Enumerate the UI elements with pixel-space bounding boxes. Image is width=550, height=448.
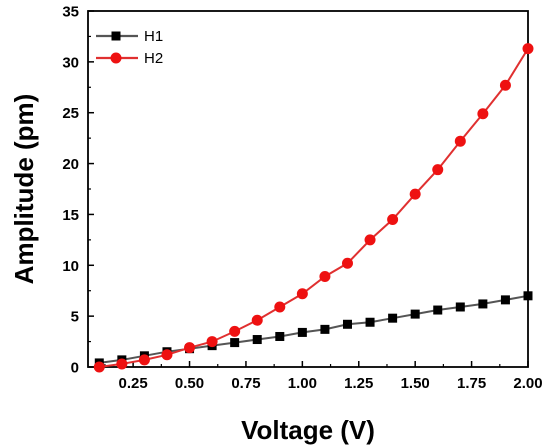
legend-marker-h2 xyxy=(110,52,122,64)
data-point-h1 xyxy=(478,299,488,309)
data-point-h1 xyxy=(433,305,443,315)
x-tick-label-1: 0.50 xyxy=(175,375,204,392)
y-tick-label-7: 35 xyxy=(62,4,79,21)
data-point-h1 xyxy=(523,291,533,301)
y-tick-label-2: 10 xyxy=(62,258,79,275)
data-point-h1 xyxy=(388,313,398,323)
legend-item-h2: H2 xyxy=(96,50,163,67)
y-axis-title: Amplitude (pm) xyxy=(9,94,39,285)
data-point-h2 xyxy=(477,108,489,120)
x-tick-label-5: 1.50 xyxy=(401,375,430,392)
y-tick-label-1: 5 xyxy=(71,309,79,326)
data-point-h2 xyxy=(229,325,241,337)
y-tick-label-3: 15 xyxy=(62,207,79,224)
x-tick-label-3: 1.00 xyxy=(288,375,317,392)
legend-marker-h1 xyxy=(111,31,121,41)
data-point-h2 xyxy=(251,314,263,326)
data-point-h1 xyxy=(320,324,330,334)
series-h2 xyxy=(93,43,534,373)
data-point-h2 xyxy=(138,354,150,366)
data-point-h1 xyxy=(297,327,307,337)
x-tick-label-0: 0.25 xyxy=(119,375,148,392)
data-point-h2 xyxy=(319,270,331,282)
x-axis-title: Voltage (V) xyxy=(241,415,375,445)
legend-label-h1: H1 xyxy=(144,28,163,45)
data-point-h2 xyxy=(364,234,376,246)
x-tick-label-7: 2.00 xyxy=(513,375,542,392)
data-point-h2 xyxy=(522,43,534,55)
data-point-h1 xyxy=(410,309,420,319)
series-layer xyxy=(93,43,534,373)
x-tick-label-4: 1.25 xyxy=(344,375,373,392)
x-tick-label-2: 0.75 xyxy=(231,375,260,392)
y-tick-label-0: 0 xyxy=(71,360,79,377)
data-point-h1 xyxy=(500,295,510,305)
data-point-h2 xyxy=(454,135,466,147)
legend-label-h2: H2 xyxy=(144,50,163,67)
data-point-h2 xyxy=(161,349,173,361)
data-point-h2 xyxy=(409,188,421,200)
data-point-h2 xyxy=(274,301,286,313)
x-tick-label-6: 1.75 xyxy=(457,375,486,392)
data-point-h2 xyxy=(116,358,128,370)
data-point-h2 xyxy=(387,214,399,226)
data-point-h2 xyxy=(93,361,105,373)
data-point-h2 xyxy=(206,336,218,348)
data-point-h2 xyxy=(341,257,353,269)
data-point-h1 xyxy=(455,302,465,312)
y-axis: 0 5 10 15 20 25 30 35 xyxy=(62,4,94,377)
series-line-h2 xyxy=(99,48,529,368)
y-tick-label-4: 20 xyxy=(62,156,79,173)
y-tick-label-5: 25 xyxy=(62,105,79,122)
data-point-h1 xyxy=(252,335,262,345)
data-point-h1 xyxy=(275,331,285,341)
data-point-h1 xyxy=(365,317,375,327)
data-point-h2 xyxy=(296,288,308,300)
data-point-h2 xyxy=(432,164,444,176)
y-tick-label-6: 30 xyxy=(62,54,79,71)
data-point-h2 xyxy=(184,342,196,354)
data-point-h1 xyxy=(230,338,240,348)
data-point-h2 xyxy=(499,79,511,91)
data-point-h1 xyxy=(342,319,352,329)
legend-item-h1: H1 xyxy=(96,28,163,45)
legend: H1 H2 xyxy=(96,28,163,67)
x-axis: 0.25 0.50 0.75 1.00 1.25 1.50 1.75 2.00 xyxy=(104,361,543,392)
